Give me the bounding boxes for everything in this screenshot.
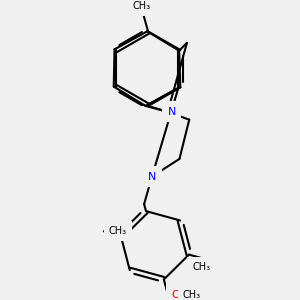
Text: O: O <box>172 290 181 300</box>
Text: CH₃: CH₃ <box>132 1 150 11</box>
Text: N: N <box>167 107 176 117</box>
Text: N: N <box>148 172 156 182</box>
Text: CH₃: CH₃ <box>183 290 201 300</box>
Text: CH₃: CH₃ <box>192 262 210 272</box>
Text: CH₃: CH₃ <box>109 226 127 236</box>
